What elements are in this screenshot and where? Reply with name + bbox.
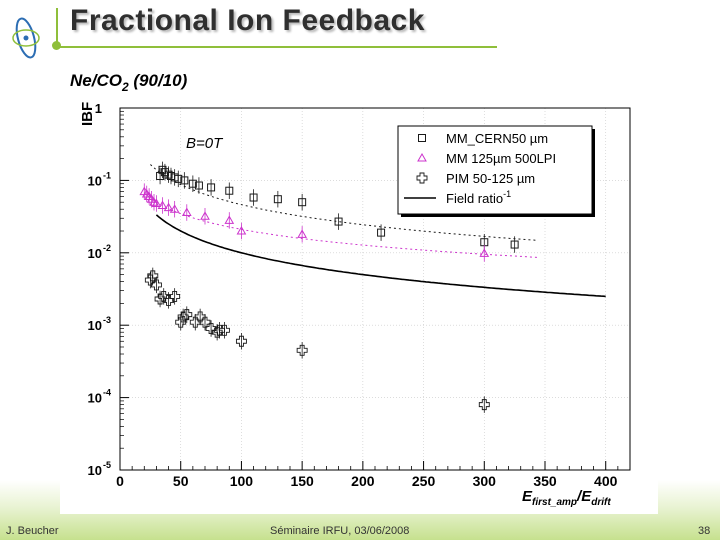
data-point bbox=[224, 215, 235, 224]
y-tick-label: 10 bbox=[88, 318, 102, 333]
x-tick-label: 350 bbox=[533, 473, 557, 489]
y-tick-label: 10 bbox=[88, 246, 102, 261]
x-tick-label: 300 bbox=[473, 473, 497, 489]
data-point bbox=[174, 174, 183, 183]
data-point bbox=[177, 311, 189, 323]
data-point bbox=[478, 399, 490, 411]
data-point bbox=[273, 195, 282, 204]
fit-line bbox=[143, 192, 538, 258]
data-point bbox=[249, 193, 258, 202]
y-tick-label: 10 bbox=[88, 463, 102, 478]
data-point bbox=[175, 316, 187, 328]
data-point bbox=[218, 324, 230, 336]
legend-box bbox=[397, 125, 593, 215]
data-point bbox=[296, 344, 308, 356]
data-point bbox=[181, 309, 193, 321]
data-point bbox=[297, 229, 308, 238]
x-tick-label: 200 bbox=[351, 473, 375, 489]
chart-title: Ne/CO2 (90/10) bbox=[70, 71, 188, 94]
data-point bbox=[149, 197, 159, 206]
x-tick-label: 50 bbox=[173, 473, 189, 489]
footer-event: Séminaire IRFU, 03/06/2008 bbox=[270, 525, 410, 537]
data-point bbox=[236, 225, 247, 235]
data-point bbox=[151, 198, 162, 207]
x-tick-label: 250 bbox=[412, 473, 436, 489]
data-point bbox=[169, 204, 180, 213]
data-point bbox=[194, 181, 203, 190]
x-tick-label: 150 bbox=[290, 473, 314, 489]
field-ratio-curve bbox=[155, 214, 606, 298]
slide-title: Fractional Ion Feedback bbox=[70, 4, 425, 37]
data-point bbox=[188, 179, 197, 188]
data-point bbox=[199, 316, 211, 328]
data-point bbox=[154, 293, 166, 305]
data-point bbox=[180, 176, 189, 185]
y-tick-exponent: -2 bbox=[103, 243, 111, 253]
data-point bbox=[150, 279, 162, 291]
legend-marker bbox=[416, 172, 428, 184]
y-tick-label: 1 bbox=[95, 101, 102, 116]
data-point bbox=[158, 165, 167, 174]
data-point bbox=[164, 170, 173, 179]
data-point bbox=[157, 200, 168, 210]
data-point bbox=[181, 207, 192, 217]
title-accent-dot bbox=[52, 41, 61, 50]
data-point bbox=[200, 211, 210, 220]
x-tick-label: 0 bbox=[116, 473, 124, 489]
data-point bbox=[163, 202, 174, 212]
data-point bbox=[510, 240, 519, 249]
data-point bbox=[207, 183, 216, 192]
data-point bbox=[479, 248, 490, 257]
subatech-logo bbox=[6, 6, 46, 64]
data-point bbox=[205, 323, 217, 334]
data-point bbox=[158, 290, 170, 302]
y-tick-exponent: -5 bbox=[103, 460, 111, 470]
data-point bbox=[334, 217, 343, 226]
title-accent-vertical bbox=[56, 8, 58, 48]
data-point bbox=[235, 335, 247, 347]
legend: MM_CERN50 µm MM 125µm 500LPI PIM 50-125 µm… bbox=[397, 125, 595, 217]
legend-label: Field ratio-1 bbox=[446, 189, 511, 206]
legend-label: MM 125µm 500LPI bbox=[446, 151, 556, 166]
y-axis-label: IBF bbox=[79, 102, 96, 126]
title-accent-rule bbox=[57, 46, 497, 48]
legend-marker bbox=[417, 152, 427, 162]
legend-label: MM_CERN50 µm bbox=[446, 131, 548, 146]
page-number: 38 bbox=[698, 525, 711, 537]
x-tick-label: 100 bbox=[230, 473, 254, 489]
data-point bbox=[194, 311, 206, 323]
y-tick-label: 10 bbox=[88, 173, 102, 188]
field-annotation: B=0T bbox=[186, 135, 224, 152]
x-axis-label: Efirst_amp/Edrift bbox=[522, 488, 611, 508]
y-tick-label: 10 bbox=[88, 391, 102, 406]
x-tick-label: 400 bbox=[594, 473, 618, 489]
y-tick-exponent: -4 bbox=[103, 388, 111, 398]
data-point bbox=[377, 228, 386, 237]
footer-author: J. Beucher bbox=[6, 525, 59, 537]
data-point bbox=[225, 186, 234, 195]
y-tick-exponent: -3 bbox=[103, 315, 111, 325]
legend-marker bbox=[418, 134, 426, 142]
data-point bbox=[298, 198, 307, 207]
legend-label: PIM 50-125 µm bbox=[446, 171, 535, 186]
y-tick-exponent: -1 bbox=[103, 170, 111, 180]
data-point bbox=[169, 290, 181, 302]
data-point bbox=[189, 316, 201, 328]
data-point bbox=[144, 274, 156, 286]
